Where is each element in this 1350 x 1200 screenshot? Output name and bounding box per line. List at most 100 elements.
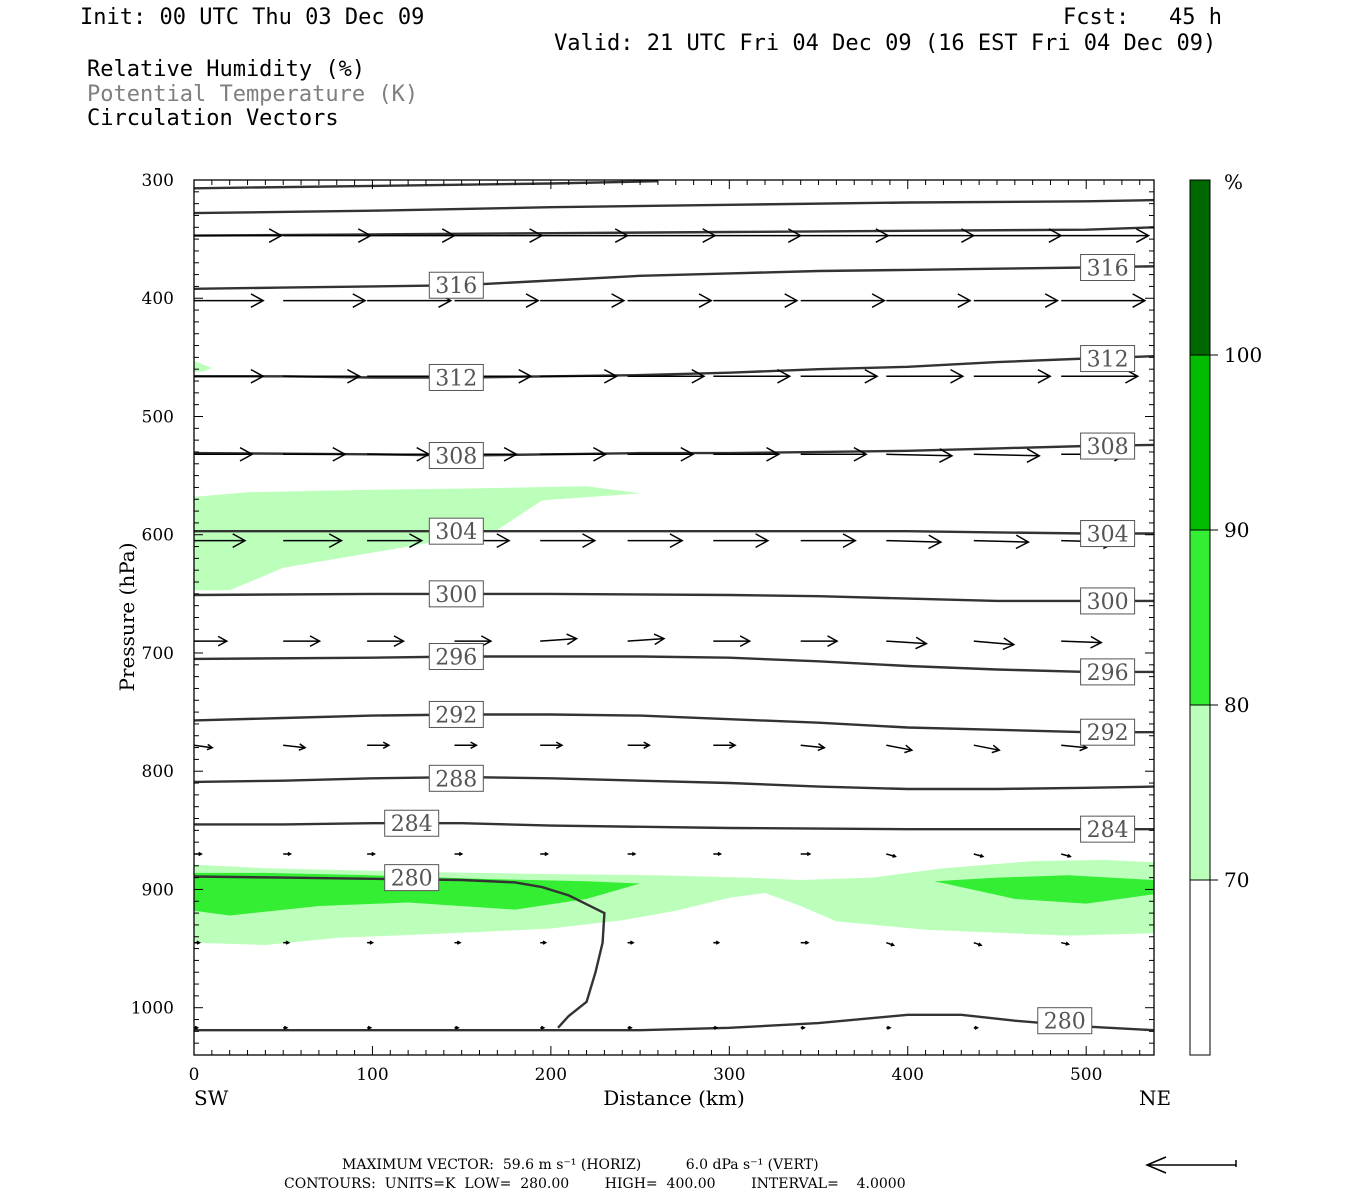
circulation-vector [283,293,367,308]
tick-marks [193,179,1154,1056]
y-tick-label-400: 400 [142,289,174,309]
isentrope-label-296: 296 [1080,658,1136,686]
rh-fill-region-4 [194,360,212,372]
isentrope-line-unlabeled-12 [194,198,1154,215]
svg-text:292: 292 [1087,721,1129,746]
circulation-vector [713,635,752,648]
circulation-vector [454,228,544,243]
circulation-vector [800,635,839,648]
colorbar-segment-2 [1189,529,1211,706]
colorbar-label-90: 90 [1224,518,1249,542]
colorbar-segment-0 [1189,879,1211,1056]
svg-text:308: 308 [1087,435,1129,460]
circulation-vector [886,853,897,858]
isentrope-label-280: 280 [384,864,440,892]
isentrope-label-312: 312 [428,363,484,391]
svg-text:280: 280 [1044,1010,1086,1035]
circulation-vector [886,293,972,308]
circulation-vector [454,1025,460,1030]
circulation-vector [540,533,597,549]
circulation-vector [886,448,954,463]
colorbar: 70 80 90 100 [1189,179,1262,1056]
isentrope-label-304: 304 [1080,520,1136,548]
circulation-vector [540,1025,546,1030]
colorbar-segment-3 [1189,354,1211,531]
x-axis-title: Distance (km) [603,1086,745,1110]
circulation-vector [973,853,985,858]
svg-text:308: 308 [435,445,477,470]
circulation-vector [283,368,362,384]
circulation-vector [283,228,373,243]
circulation-vector [627,1025,633,1030]
circulation-vector [800,1025,806,1030]
isentrope-label-292: 292 [428,700,484,728]
colorbar-label-70: 70 [1224,868,1249,892]
circulation-vector [194,228,283,243]
isentrope-label-284: 284 [384,809,440,837]
circulation-vector [627,446,695,462]
isentrope-label-300: 300 [428,580,484,608]
isentrope-line-unlabeled-11 [194,226,1154,237]
isentrope-label-292: 292 [1080,718,1136,746]
svg-text:284: 284 [1087,818,1129,843]
circulation-vector [886,744,914,754]
colorbar-label-100: 100 [1224,343,1262,367]
isentrope-line-280-1 [194,1013,1154,1032]
circulation-vector [627,293,713,308]
circulation-vector [367,446,431,462]
circulation-vector [283,1025,289,1030]
svg-text:292: 292 [435,703,477,728]
circulation-vector [367,228,456,243]
circulation-vector [800,742,826,752]
svg-text:316: 316 [435,274,477,299]
circulation-vector [454,940,462,945]
isentrope-line-292-4 [194,713,1154,734]
circulation-vector [540,940,548,945]
y-tick-label-700: 700 [142,644,174,664]
isentrope-label-304: 304 [428,517,484,545]
isentrope-label-284: 284 [1080,815,1136,843]
isentrope-line-304-7 [194,530,1154,535]
circulation-vector [454,635,493,648]
circulation-vector [194,446,254,462]
circulation-vector [283,446,347,462]
circulation-vector [713,1025,719,1030]
isentrope-line-296-5 [194,655,1154,674]
isentrope-label-316: 316 [428,271,484,299]
circulation-vector [1061,228,1151,243]
circulation-vector [1061,853,1072,858]
svg-text:304: 304 [1087,523,1129,548]
circulation-vector [194,940,202,945]
svg-text:304: 304 [435,520,477,545]
circulation-vector [194,743,214,751]
isentrope-label-308: 308 [428,442,484,470]
isentrope-line-312-9 [194,355,1154,379]
reference-vector-arrow [1145,1156,1237,1174]
svg-text:288: 288 [435,767,477,792]
circulation-vector [713,228,803,243]
circulation-vector [886,368,965,384]
y-tick-label-1000: 1000 [131,999,174,1019]
circulation-vector [367,635,406,648]
circulation-vector [886,941,896,947]
isentrope-label-300: 300 [1080,587,1136,615]
x-tick-label-0: 0 [189,1065,200,1085]
circulation-vector [713,368,792,384]
svg-text:280: 280 [391,867,433,892]
circulation-vector [540,851,550,857]
x-tick-label-300: 300 [713,1065,745,1085]
isentrope-label-296: 296 [428,643,484,671]
circulation-vector [283,940,291,945]
circulation-vector [627,851,637,857]
circulation-vector [540,368,619,384]
x-tick-label-400: 400 [892,1065,924,1085]
rh-fill-region-3 [934,875,1154,904]
isentrope-label-layer: 280 280 284 284 288 292 292 296 296 300 300 304 304 3… [384,254,1136,1035]
circulation-vector [283,533,344,549]
y-tick-label-300: 300 [142,171,174,191]
field-label-rh: Relative Humidity (%) [87,57,366,82]
plot-frame [193,179,1155,1056]
contour-info-note: CONTOURS: UNITS=K LOW= 280.00 HIGH= 400.… [284,1176,906,1192]
circulation-vector [713,741,737,749]
